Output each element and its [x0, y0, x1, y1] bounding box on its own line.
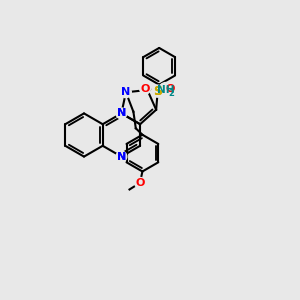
Text: N: N	[117, 108, 126, 118]
Circle shape	[158, 82, 173, 98]
Text: S: S	[153, 85, 162, 98]
Text: S: S	[153, 85, 162, 98]
Circle shape	[135, 178, 146, 188]
Text: O: O	[166, 84, 175, 94]
Circle shape	[152, 85, 164, 97]
Text: N: N	[117, 152, 126, 162]
Text: N: N	[117, 108, 126, 118]
Text: NH: NH	[157, 85, 175, 95]
Text: O: O	[140, 84, 150, 94]
Circle shape	[116, 151, 127, 162]
Circle shape	[165, 83, 176, 94]
Circle shape	[140, 83, 151, 94]
Text: O: O	[135, 178, 145, 188]
Text: N: N	[121, 87, 130, 97]
Circle shape	[121, 87, 131, 98]
Circle shape	[116, 108, 127, 119]
Text: 2: 2	[168, 89, 174, 98]
Text: N: N	[117, 152, 126, 162]
